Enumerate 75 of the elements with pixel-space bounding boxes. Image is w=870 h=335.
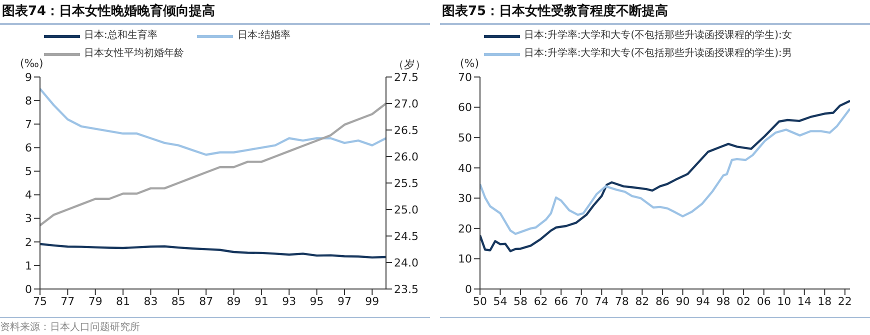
line-series [40,102,386,226]
chart-title: 图表75：日本女性受教育程度不断提高 [440,0,870,25]
y-tick-label: 5 [25,165,32,178]
x-tick-label: 95 [310,294,324,308]
y-tick-label: 50 [458,131,472,144]
legend-label: 日本:升学率:大学和大专(不包括那些升读函授课程的学生):女 [524,28,792,43]
y-tick-label: 20 [458,222,472,236]
x-tick-label: 54 [493,294,508,308]
y-tick-label: 10 [458,252,472,266]
y2-tick-label: 24.0 [394,256,418,270]
legend-label: 日本:升学率:大学和大专(不包括那些升读函授课程的学生):男 [524,46,792,61]
y-tick-label: 9 [25,70,32,84]
y-tick-label: 8 [25,94,32,108]
x-tick-label: 90 [676,294,690,308]
legend-label: 日本女性平均初婚年龄 [84,46,184,61]
legend-label: 日本:结婚率 [237,28,291,43]
y-tick-label: 1 [25,259,32,272]
text: 资料来源：日本人口问题研究所 [0,320,430,334]
y-tick-label: 3 [25,212,32,226]
x-tick-label: 81 [116,294,130,308]
y2-tick-label: 24.5 [394,230,418,243]
x-tick-label: 10 [777,294,792,308]
x-tick-label: 85 [171,294,186,308]
x-tick-label: 18 [818,294,832,308]
x-tick-label: 83 [144,294,158,308]
y-tick-label: 30 [458,192,472,206]
y-tick-label: 4 [25,188,32,202]
x-tick-label: 06 [756,294,771,308]
y-tick-label: 40 [458,162,472,175]
x-tick-label: 86 [655,294,670,308]
y2-tick-label: 26.0 [394,150,418,164]
x-tick-label: 79 [88,294,102,308]
chart-title: 图表74：日本女性晚婚晚育倾向提高 [0,0,430,25]
y2-tick-label: 27.5 [394,70,418,84]
x-tick-label: 02 [736,294,751,308]
y-tick-label: 7 [25,118,32,132]
y-tick-label: 2 [25,236,32,249]
x-tick-label: 22 [838,294,852,308]
y2-tick-label: 23.5 [394,282,418,296]
x-tick-label: 62 [534,294,548,308]
x-tick-label: 58 [514,294,528,308]
x-tick-label: 93 [282,294,296,308]
y-tick-label: 6 [25,142,32,155]
y-tick-label: 0 [465,282,472,296]
x-tick-label: 99 [365,294,380,308]
y-axis-title: (‰) [20,57,44,70]
y2-tick-label: 25.5 [394,176,418,190]
x-tick-label: 66 [554,294,568,308]
x-tick-label: 14 [797,294,812,308]
x-tick-label: 87 [199,294,214,308]
x-tick-label: 50 [473,294,487,308]
y2-axis-title: （岁） [393,57,426,72]
y-tick-label: 70 [458,70,472,84]
y2-tick-label: 27.0 [394,97,418,110]
y2-tick-label: 26.5 [394,124,418,137]
line-series [40,88,386,156]
line-series [40,242,386,259]
x-tick-label: 75 [33,294,47,308]
x-tick-label: 94 [696,294,710,308]
x-tick-label: 91 [254,294,268,308]
y-tick-label: 0 [25,282,32,296]
y-tick-label: 60 [458,101,472,114]
line-series [480,100,850,252]
x-tick-label: 89 [226,294,241,308]
x-tick-label: 97 [337,294,352,308]
x-tick-label: 70 [574,294,588,308]
x-tick-label: 82 [635,294,650,308]
legend-label: 日本:总和生育率 [84,28,158,43]
x-tick-label: 74 [594,294,609,308]
y2-tick-label: 25.0 [394,203,418,216]
y-axis-title: (%) [460,57,480,70]
line-series [480,108,850,235]
x-tick-label: 98 [716,294,730,308]
x-tick-label: 77 [60,294,75,308]
x-tick-label: 78 [614,294,629,308]
